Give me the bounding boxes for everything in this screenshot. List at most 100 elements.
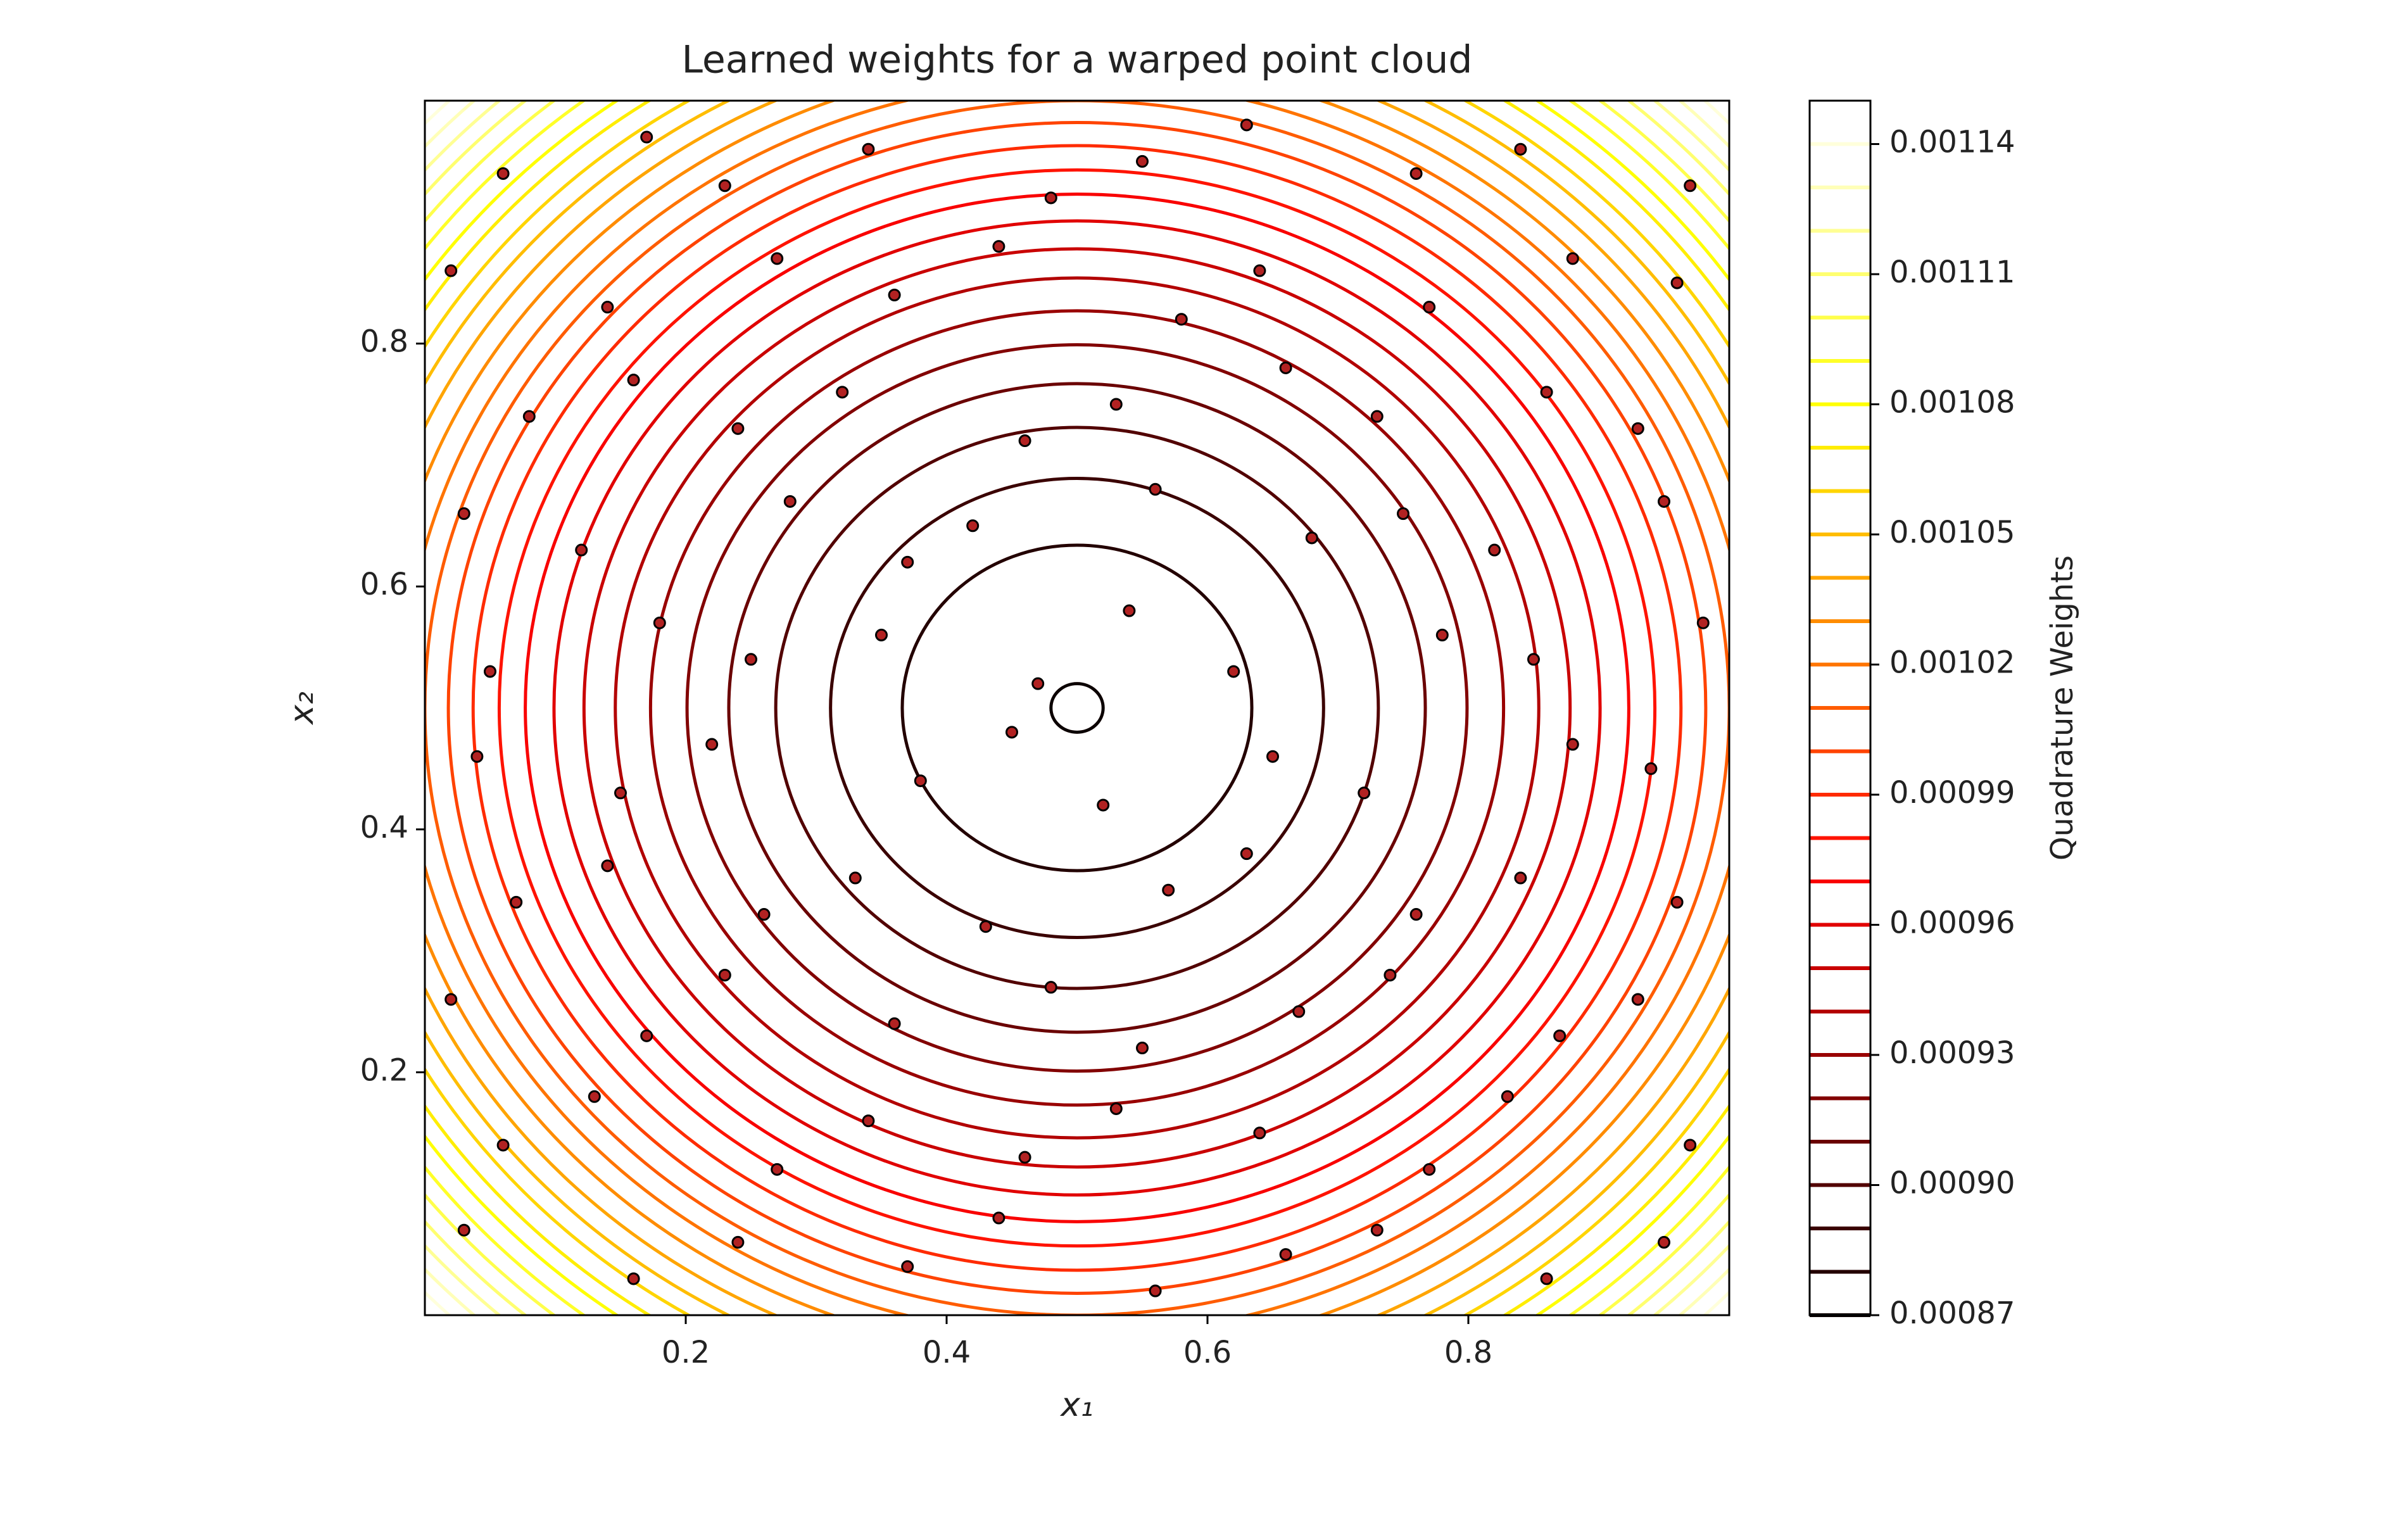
sample-point — [457, 507, 470, 520]
sample-point — [757, 908, 771, 921]
sample-point — [1109, 1102, 1123, 1115]
sample-point — [1670, 895, 1684, 909]
sample-point — [979, 920, 992, 933]
colorbar-tick-label: 0.00093 — [1889, 1035, 2015, 1071]
x-tick-label: 0.6 — [1183, 1335, 1232, 1370]
sample-point — [1631, 422, 1644, 435]
sample-point — [484, 665, 496, 678]
y-tick-label: 0.2 — [360, 1052, 408, 1088]
sample-point — [1123, 604, 1136, 617]
sample-point — [1292, 1005, 1306, 1018]
sample-point — [992, 240, 1005, 253]
sample-point — [1044, 981, 1057, 994]
sample-point — [1358, 786, 1371, 800]
sample-point — [640, 130, 653, 144]
sample-point — [1279, 361, 1292, 374]
sample-point — [1423, 1163, 1436, 1176]
sample-point — [1149, 483, 1162, 496]
sample-point — [1240, 847, 1253, 861]
contour-line — [900, 543, 1254, 873]
sample-point — [992, 1211, 1005, 1225]
sample-point — [1566, 252, 1579, 265]
sample-point — [1136, 155, 1149, 168]
contour-line — [425, 101, 1729, 1315]
sample-point — [522, 410, 536, 423]
sample-point — [510, 895, 523, 909]
sample-point — [496, 1139, 510, 1152]
sample-point — [1553, 1029, 1566, 1042]
contour-line — [1049, 682, 1105, 734]
sample-point — [731, 422, 745, 435]
chart-title: Learned weights for a warped point cloud — [681, 38, 1472, 82]
sample-point — [901, 1260, 914, 1273]
contour-line — [425, 101, 1729, 1315]
sample-point — [1397, 507, 1409, 520]
sample-point — [653, 616, 666, 629]
contour-line — [582, 247, 1572, 1169]
sample-point — [627, 1272, 640, 1285]
y-tick-label: 0.6 — [360, 567, 408, 602]
sample-point — [1658, 495, 1670, 508]
sample-point — [1162, 883, 1175, 897]
sample-point — [1384, 968, 1397, 981]
sample-point — [575, 543, 588, 557]
sample-point — [718, 968, 731, 981]
y-axis-label: x₂ — [283, 691, 321, 726]
sample-point — [588, 1090, 601, 1103]
contour-line — [425, 101, 1729, 1315]
sample-point — [1501, 1090, 1514, 1103]
sample-point — [966, 519, 980, 533]
sample-point — [718, 179, 731, 192]
contour-line — [425, 101, 1729, 1315]
sample-point — [1109, 398, 1123, 411]
sample-point — [771, 1163, 784, 1176]
sample-point — [745, 653, 757, 666]
contour-line — [446, 121, 1708, 1295]
sample-point — [1423, 301, 1436, 314]
sample-point — [1279, 1248, 1292, 1261]
sample-point — [901, 555, 914, 569]
sample-point — [1305, 531, 1318, 545]
colorbar-tick-label: 0.00087 — [1889, 1296, 2015, 1331]
colorbar-tick-label: 0.00090 — [1889, 1166, 2015, 1201]
sample-point — [862, 142, 875, 156]
sample-point — [1253, 264, 1266, 277]
colorbar-tick-label: 0.00096 — [1889, 905, 2015, 941]
contour-line — [471, 144, 1683, 1272]
sample-point — [848, 871, 862, 885]
sample-point — [1631, 993, 1644, 1006]
point-group — [444, 118, 1710, 1297]
contour-line — [425, 101, 1729, 1315]
sample-point — [1658, 1235, 1670, 1249]
sample-point — [862, 1114, 875, 1128]
sample-point — [640, 1029, 653, 1042]
sample-point — [1684, 1139, 1697, 1152]
sample-point — [875, 628, 888, 641]
colorbar-tick-label: 0.00102 — [1889, 645, 2015, 681]
sample-point — [444, 993, 458, 1006]
colorbar-tick-label: 0.00105 — [1889, 515, 2015, 550]
x-tick-label: 0.2 — [662, 1335, 710, 1370]
sample-point — [731, 1235, 745, 1249]
sample-point — [444, 264, 458, 277]
colorbar-tick-label: 0.00114 — [1889, 125, 2015, 160]
colorbar-tick-label: 0.00099 — [1889, 775, 2015, 811]
sample-point — [783, 495, 797, 508]
contour-line — [685, 343, 1469, 1073]
sample-point — [601, 859, 614, 873]
colorbar-frame — [1808, 99, 1872, 1316]
sample-point — [496, 167, 510, 180]
x-tick-label: 0.8 — [1444, 1335, 1492, 1370]
sample-point — [1149, 1284, 1162, 1297]
contour-line — [648, 309, 1506, 1107]
sample-point — [1175, 313, 1188, 326]
colorbar: 0.00087 0.00090 0.00093 0.00096 0.00099 0.001… — [1810, 99, 2015, 1331]
sample-point — [1240, 118, 1253, 132]
sample-point — [1684, 179, 1697, 192]
contour-line — [425, 101, 1729, 1315]
sample-point — [1370, 410, 1384, 423]
contour-line — [524, 192, 1630, 1223]
sample-point — [457, 1223, 470, 1237]
sample-point — [1018, 1151, 1031, 1164]
contour-line — [552, 219, 1602, 1197]
